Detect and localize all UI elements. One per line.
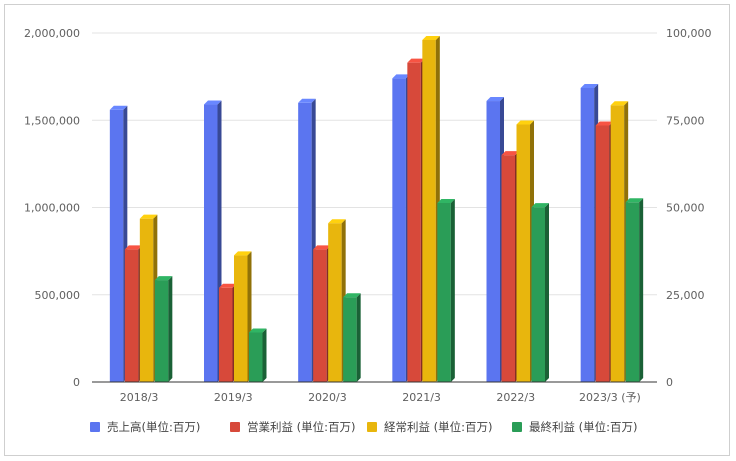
bar [204,100,222,383]
right-axis-tick-label: 50,000 [666,202,705,215]
bar [234,251,252,382]
bar [595,121,614,383]
x-axis-tick-label: 2022/3 [496,391,535,404]
right-axis-tick-label: 25,000 [666,289,705,302]
bar [437,198,455,382]
left-axis-tick-label: 500,000 [35,289,81,302]
bar [298,98,316,383]
legend-label: 営業利益 (単位:百万) [247,420,356,434]
legend-swatch [230,422,240,432]
x-axis-tick-labels: 2018/3 2019/3 2020/3 2021/3 2022/3 2023/3 (予) [120,391,641,404]
legend[interactable]: 売上高(単位:百万) 営業利益 (単位:百万) 経常利益 (単位:百万) 最終利益 (… [90,420,638,434]
bar [154,276,173,382]
x-axis-tick-label: 2018/3 [120,391,159,404]
right-axis-tick-labels: 0 25,000 50,000 75,000 100,000 [666,27,712,389]
bar [109,105,128,382]
bar [501,151,519,382]
left-axis-tick-label: 1,000,000 [24,202,80,215]
legend-swatch [367,422,377,432]
bar [249,328,267,382]
legend-item[interactable]: 経常利益 (単位:百万) [367,420,493,434]
x-axis-tick-label: 2019/3 [214,391,253,404]
right-axis-tick-label: 75,000 [666,114,705,127]
bar [124,245,143,382]
bar [407,58,425,382]
left-axis-tick-label: 1,500,000 [24,114,80,127]
legend-item[interactable]: 売上高(単位:百万) [90,420,200,434]
legend-item[interactable]: 営業利益 (単位:百万) [230,420,356,434]
legend-label: 経常利益 (単位:百万) [384,420,493,434]
bar [580,83,599,382]
bar [139,214,158,382]
bar [343,293,361,382]
bar [486,97,504,383]
bar [625,198,644,382]
bar [531,203,549,382]
legend-item[interactable]: 最終利益 (単位:百万) [512,420,638,434]
legend-swatch [512,422,522,432]
left-axis-tick-label: 2,000,000 [24,27,80,40]
bars [109,35,644,383]
left-axis-tick-label: 0 [73,376,80,389]
bar [219,283,237,382]
legend-label: 最終利益 (単位:百万) [529,420,638,434]
left-axis-tick-labels: 0 500,000 1,000,000 1,500,000 2,000,000 [24,27,80,389]
x-axis-tick-label: 2021/3 [402,391,441,404]
bar [422,35,440,382]
right-axis-tick-label: 0 [666,376,673,389]
x-axis-tick-label: 2023/3 (予) [579,391,641,404]
grid-lines [92,32,657,296]
legend-label: 売上高(単位:百万) [107,420,200,434]
bar [328,219,346,382]
right-axis-tick-label: 100,000 [666,27,712,40]
bar [516,120,534,383]
bar [610,101,629,383]
bar [392,74,410,383]
bar [313,245,331,382]
x-axis-tick-label: 2020/3 [308,391,347,404]
legend-swatch [90,422,100,432]
